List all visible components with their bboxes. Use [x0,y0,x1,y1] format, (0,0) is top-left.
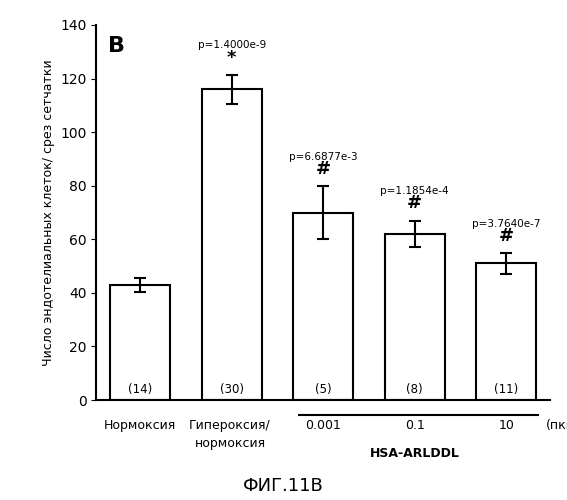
Text: (пкг): (пкг) [546,419,567,432]
Text: (30): (30) [219,383,244,396]
Bar [476,264,536,400]
Text: (11): (11) [494,383,518,396]
Text: (5): (5) [315,383,332,396]
Bar [385,234,445,400]
Bar [202,90,261,400]
Text: #: # [498,226,514,244]
Bar [111,285,170,400]
Text: Гипероксия/: Гипероксия/ [189,419,271,432]
Text: ФИГ.11B: ФИГ.11B [243,477,324,495]
Text: p=1.1854e-4: p=1.1854e-4 [380,186,449,196]
Text: 0.001: 0.001 [305,419,341,432]
Text: Нормоксия: Нормоксия [104,419,176,432]
Text: 10: 10 [498,419,514,432]
Text: HSA-ARLDDL: HSA-ARLDDL [370,447,460,460]
Y-axis label: Число эндотелиальных клеток/ срез сетчатки: Число эндотелиальных клеток/ срез сетчат… [42,59,55,366]
Text: p=3.7640e-7: p=3.7640e-7 [472,218,540,228]
Text: #: # [407,194,422,212]
Text: (14): (14) [128,383,153,396]
Text: p=6.6877e-3: p=6.6877e-3 [289,152,358,162]
Text: #: # [316,160,331,178]
Text: (8): (8) [407,383,423,396]
Text: *: * [227,48,236,66]
Text: 0.1: 0.1 [405,419,425,432]
Text: p=1.4000e-9: p=1.4000e-9 [197,40,266,50]
Text: нормоксия: нормоксия [194,438,266,450]
Text: B: B [108,36,125,56]
Bar [293,212,353,400]
